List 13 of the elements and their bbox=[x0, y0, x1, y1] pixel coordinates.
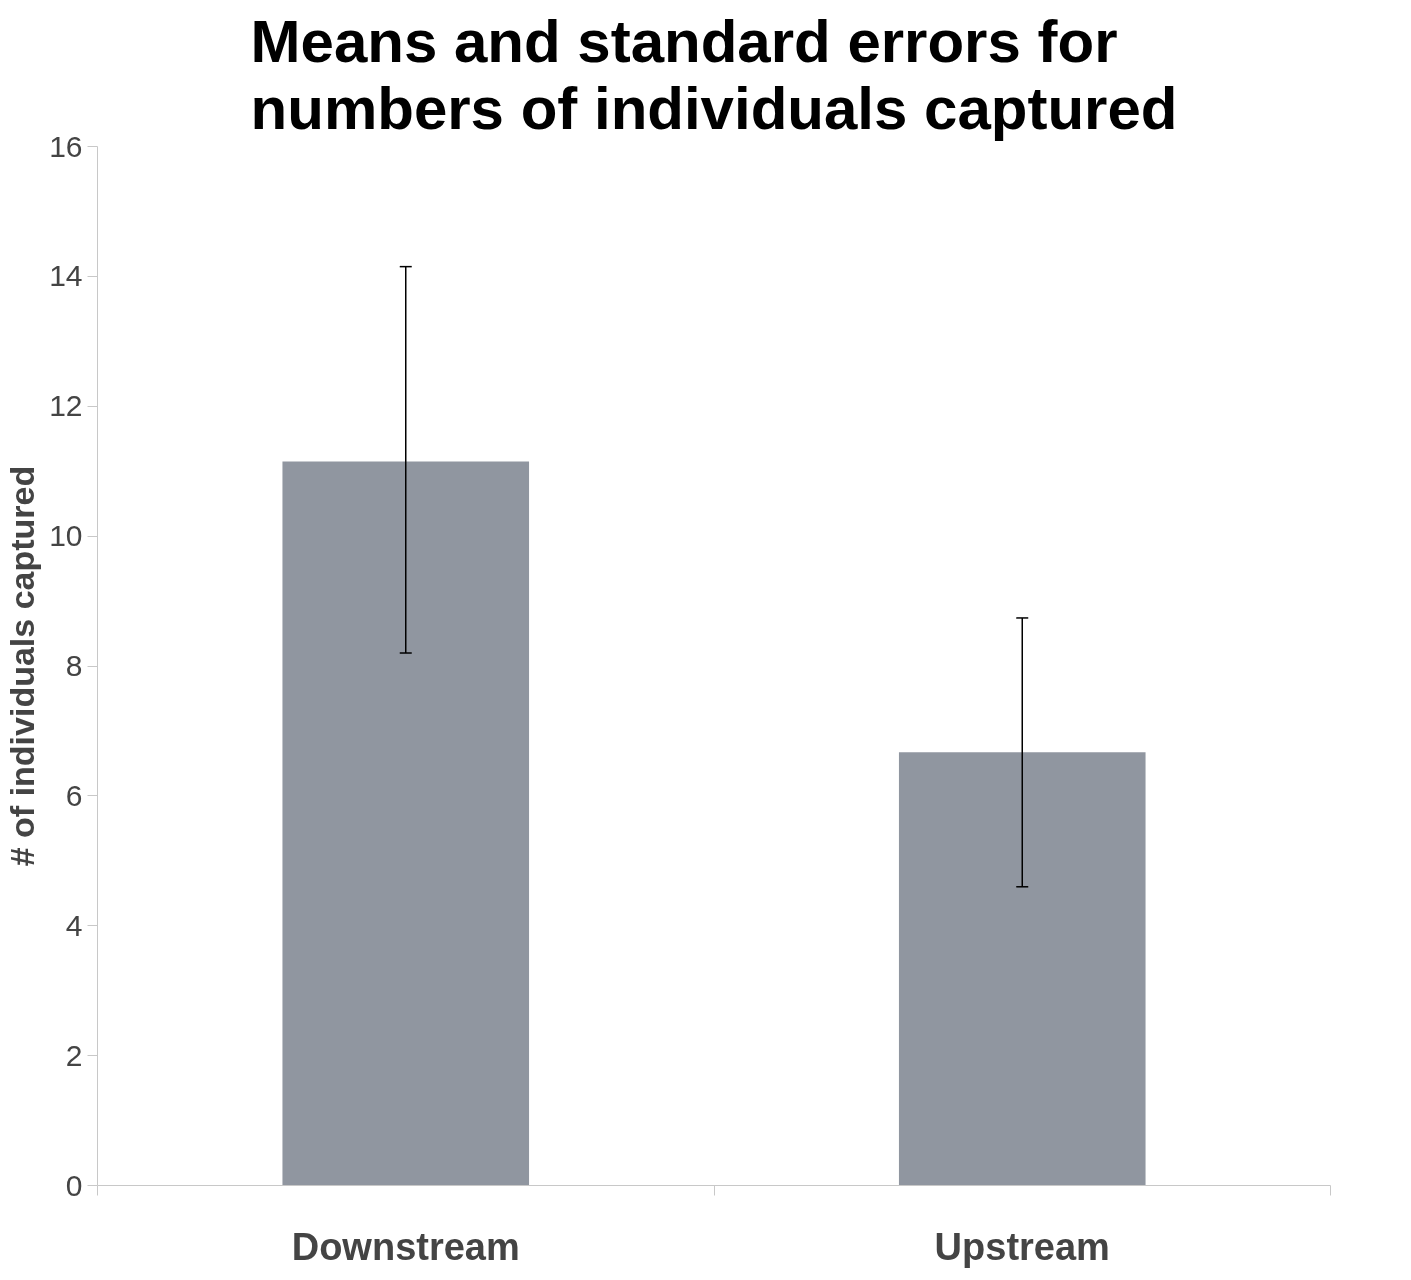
chart-title: Means and standard errors for numbers of individuals captured bbox=[250, 7, 1178, 142]
y-tick-label: 14 bbox=[49, 259, 83, 293]
x-tick-label: Upstream bbox=[934, 1225, 1110, 1268]
y-tick-label: 0 bbox=[65, 1168, 83, 1202]
y-tick-label: 4 bbox=[65, 908, 83, 942]
y-tick-label: 8 bbox=[65, 649, 83, 682]
y-tick-label: 2 bbox=[65, 1038, 83, 1072]
y-axis-title: # of individuals captured bbox=[3, 465, 42, 867]
y-tick-label: 12 bbox=[49, 389, 83, 423]
x-tick-label: Downstream bbox=[291, 1225, 520, 1268]
y-tick-label: 10 bbox=[49, 519, 83, 553]
y-tick-label: 6 bbox=[65, 778, 83, 812]
y-tick-label: 16 bbox=[49, 129, 83, 163]
